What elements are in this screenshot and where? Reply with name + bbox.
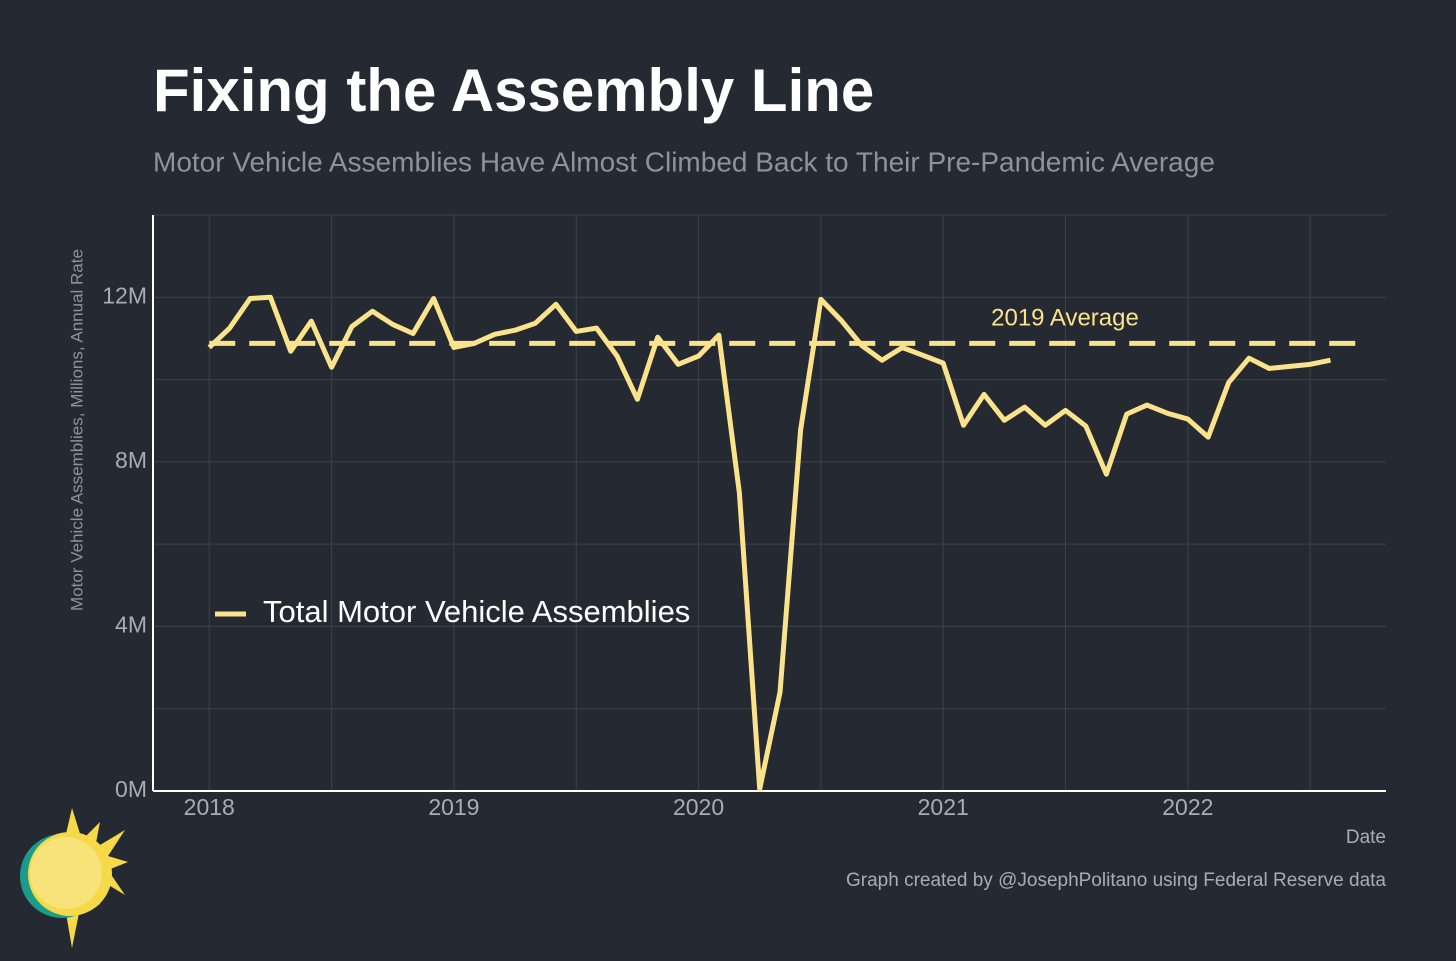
x-axis-title: Date	[1346, 827, 1386, 848]
logo	[20, 808, 128, 948]
caption: Graph created by @JosephPolitano using F…	[846, 870, 1386, 891]
data-line	[207, 294, 1331, 792]
legend-label: Total Motor Vehicle Assemblies	[263, 594, 690, 629]
chart-title: Fixing the Assembly Line	[153, 57, 874, 124]
x-tick-label: 2019	[428, 794, 479, 820]
y-tick-label: 4M	[115, 612, 147, 638]
y-axis-title: Motor Vehicle Assemblies, Millions, Annu…	[67, 249, 86, 611]
chart-subtitle: Motor Vehicle Assemblies Have Almost Cli…	[153, 146, 1215, 177]
reference-label: 2019 Average	[991, 305, 1139, 332]
x-tick-label: 2021	[918, 794, 969, 820]
y-tick-label: 8M	[115, 447, 147, 473]
y-tick-label: 12M	[102, 282, 147, 308]
y-tick-label: 0M	[115, 776, 147, 802]
x-tick-label: 2018	[184, 794, 235, 820]
x-tick-label: 2022	[1162, 794, 1213, 820]
logo-sun-inner	[30, 837, 102, 909]
x-tick-label: 2020	[673, 794, 724, 820]
